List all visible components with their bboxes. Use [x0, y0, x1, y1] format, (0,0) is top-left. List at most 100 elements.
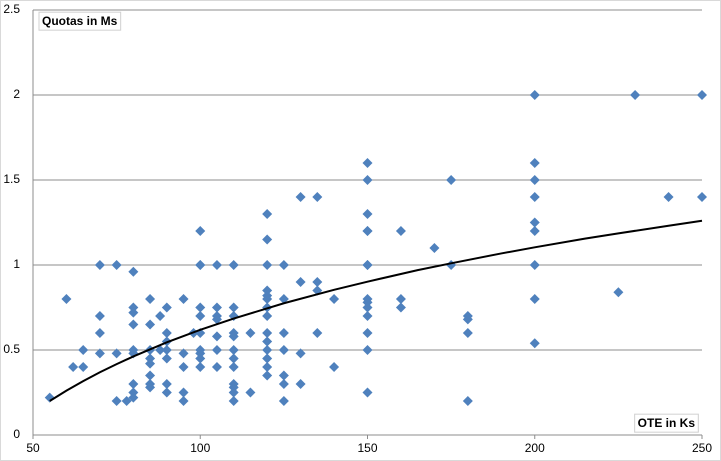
point	[529, 260, 540, 270]
point	[529, 217, 540, 228]
point	[245, 387, 256, 398]
point	[613, 287, 624, 298]
point	[155, 345, 166, 355]
point	[663, 192, 674, 202]
point	[128, 319, 139, 330]
point	[94, 311, 105, 321]
point	[529, 175, 540, 185]
point	[161, 345, 172, 355]
y-tick-label: 1	[13, 257, 20, 271]
point	[362, 345, 373, 355]
y-axis-title: Quotas in Ms	[42, 14, 118, 28]
point	[262, 311, 273, 321]
point	[262, 362, 273, 372]
point	[161, 302, 172, 313]
point	[295, 379, 306, 389]
point	[278, 396, 289, 406]
point	[195, 348, 206, 359]
point	[128, 307, 139, 318]
x-tick-label: 150	[357, 441, 377, 455]
point	[161, 353, 172, 364]
point	[195, 302, 206, 313]
point	[462, 396, 473, 406]
point	[178, 396, 189, 406]
point	[278, 260, 289, 270]
point	[228, 260, 239, 270]
point	[211, 331, 222, 342]
point	[312, 328, 323, 338]
point	[145, 370, 156, 381]
point	[128, 266, 139, 277]
point	[362, 311, 373, 321]
point	[262, 234, 273, 245]
point	[128, 387, 139, 398]
point	[94, 328, 105, 338]
point	[111, 348, 122, 359]
point	[278, 379, 289, 389]
point	[195, 353, 206, 364]
point	[446, 175, 457, 185]
point	[94, 348, 105, 359]
point	[262, 294, 273, 304]
point	[362, 297, 373, 308]
trend-line	[49, 219, 703, 402]
point	[630, 90, 641, 100]
point	[529, 226, 540, 236]
point	[362, 226, 373, 236]
point	[211, 362, 222, 372]
point	[178, 348, 189, 359]
y-tick-label: 2.5	[3, 2, 20, 16]
point	[362, 158, 373, 168]
point	[697, 90, 707, 100]
point	[128, 392, 139, 403]
y-tick-label: 1.5	[3, 172, 20, 186]
y-tick-label: 0	[13, 427, 20, 441]
x-tick-label: 100	[190, 441, 210, 455]
point	[529, 192, 540, 202]
point	[362, 328, 373, 338]
point	[68, 362, 79, 372]
point	[262, 336, 273, 347]
x-tick-label: 50	[26, 441, 40, 455]
point	[262, 370, 273, 381]
point	[228, 353, 239, 364]
point	[295, 277, 306, 287]
point	[529, 158, 540, 168]
point	[61, 294, 72, 304]
point	[211, 260, 222, 270]
point	[161, 379, 172, 389]
y-tick-label: 0.5	[3, 342, 20, 356]
point	[262, 353, 273, 364]
point	[462, 328, 473, 338]
point	[228, 382, 239, 393]
point	[228, 362, 239, 372]
point	[362, 209, 373, 219]
point	[128, 379, 139, 389]
point	[295, 192, 306, 202]
point	[178, 387, 189, 398]
point	[145, 358, 156, 369]
point	[195, 226, 206, 236]
point	[395, 226, 406, 236]
x-axis-title-box	[634, 413, 699, 433]
point	[228, 345, 239, 355]
point	[111, 396, 122, 406]
point	[245, 328, 256, 338]
point	[262, 328, 273, 338]
point	[262, 285, 273, 296]
point	[228, 387, 239, 398]
y-axis-title-box	[38, 11, 122, 31]
point	[278, 294, 289, 304]
point	[211, 314, 222, 325]
point	[278, 328, 289, 338]
point	[362, 387, 373, 398]
point	[145, 319, 156, 330]
point	[529, 338, 540, 349]
point	[329, 362, 340, 372]
point	[111, 260, 122, 270]
point	[145, 294, 156, 304]
point	[195, 362, 206, 372]
point	[211, 345, 222, 355]
point	[262, 345, 273, 355]
